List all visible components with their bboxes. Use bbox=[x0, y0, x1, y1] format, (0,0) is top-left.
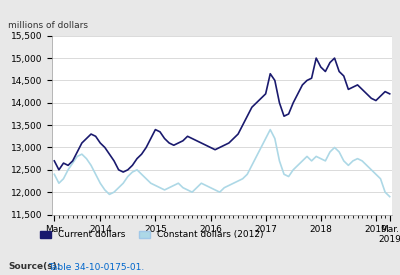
Text: Table 34-10-0175-01.: Table 34-10-0175-01. bbox=[48, 263, 144, 271]
Legend: Current dollars, Constant dollars (2012): Current dollars, Constant dollars (2012) bbox=[36, 227, 267, 243]
Text: Source(s):: Source(s): bbox=[8, 263, 60, 271]
Text: millions of dollars: millions of dollars bbox=[8, 21, 88, 30]
